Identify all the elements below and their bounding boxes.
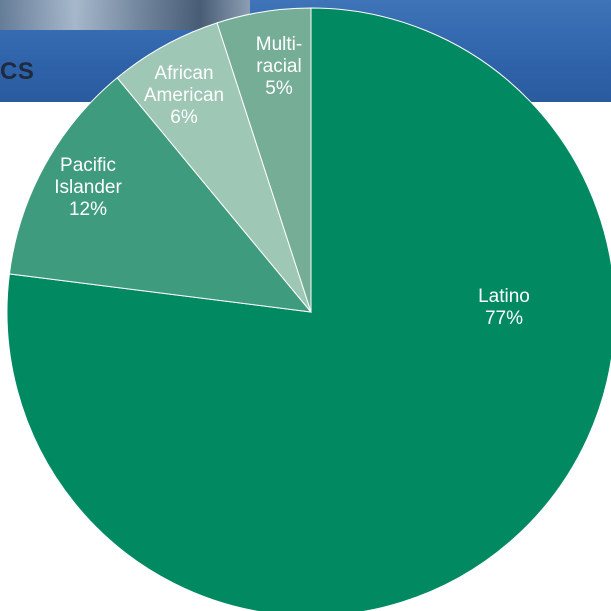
pie-labels: Latino 77% Pacific Islander 12% African Americ… bbox=[54, 34, 530, 329]
pie-slice-label-line: 5% bbox=[265, 78, 293, 99]
pie-slice-label-line: Pacific bbox=[60, 155, 116, 176]
pie-slice-label-line: 12% bbox=[69, 199, 107, 220]
pie-slice-label-1: Pacific Islander 12% bbox=[54, 155, 122, 220]
pie-slice-label-line: Multi- bbox=[256, 34, 302, 55]
pie-slice-label-line: 6% bbox=[170, 107, 198, 128]
pie-slice-label-line: racial bbox=[256, 56, 301, 77]
pie-slice-0 bbox=[6, 7, 611, 611]
pie-slice-label-3: Multi-racial 5% bbox=[256, 34, 302, 99]
pie-slice-label-line: African bbox=[154, 63, 213, 84]
pie-slice-label-0: Latino 77% bbox=[478, 286, 530, 329]
pie-slice-3 bbox=[216, 7, 312, 313]
banner-title-fragment: CS bbox=[0, 58, 35, 85]
pie-slice-1 bbox=[8, 77, 313, 313]
pie-slice-label-2: African American 6% bbox=[144, 63, 224, 128]
pie-slice-label-line: Latino bbox=[478, 286, 530, 307]
pie-slices bbox=[6, 7, 611, 611]
pie-slice-label-line: 77% bbox=[485, 308, 523, 329]
banner-photo bbox=[0, 0, 250, 30]
pie-slice-label-line: American bbox=[144, 85, 224, 106]
pie-slice-label-line: Islander bbox=[54, 177, 122, 198]
